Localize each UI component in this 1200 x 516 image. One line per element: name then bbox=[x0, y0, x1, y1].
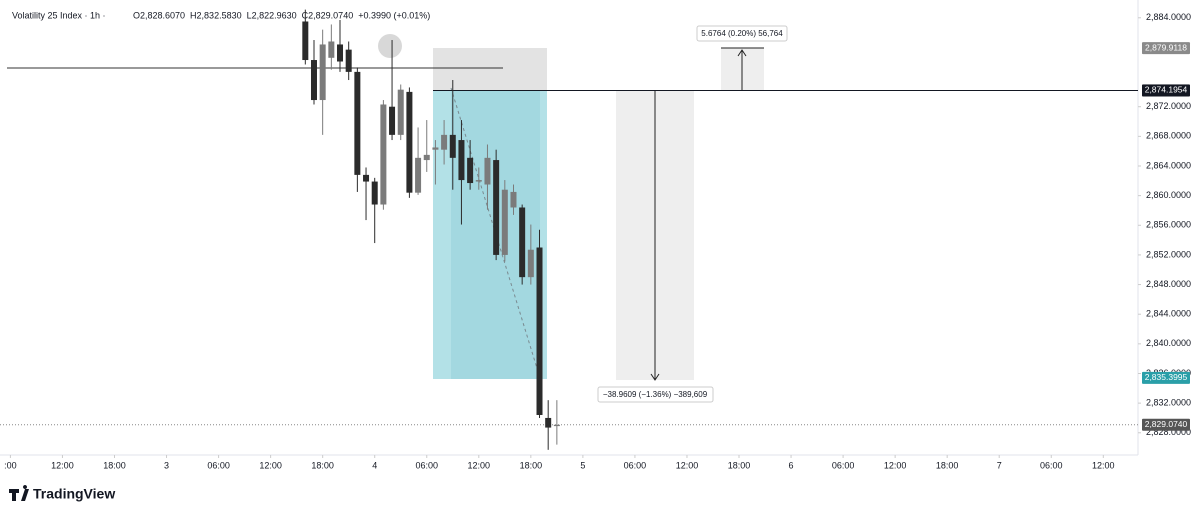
x-tick-label: 7 bbox=[997, 460, 1002, 470]
ohlc-header: O2,828.6070 H2,832.5830 L2,822.9630 C2,829.… bbox=[133, 10, 430, 20]
annotation: 5.6764 (0.20%) 56,764 bbox=[701, 29, 783, 38]
brand-logo bbox=[9, 485, 29, 501]
x-tick-label: 06:00 bbox=[624, 460, 647, 470]
x-tick-label: 12:00 bbox=[468, 460, 491, 470]
price-label: 2,879.9118 bbox=[1145, 42, 1187, 52]
chart-title: Volatility 25 Index · 1h · bbox=[12, 10, 106, 20]
candle-body bbox=[527, 249, 534, 278]
annotation-box bbox=[696, 25, 788, 42]
ohlc-value: L2,822.9630 bbox=[247, 10, 297, 20]
candle-body bbox=[302, 21, 309, 61]
ohlc-value: C2,829.0740 bbox=[302, 10, 354, 20]
x-tick-label: 12:00 bbox=[884, 460, 907, 470]
x-tick-label: 18:00 bbox=[103, 460, 126, 470]
y-tick-label: 2,864.0000 bbox=[1146, 160, 1191, 170]
y-tick-label: 2,852.0000 bbox=[1146, 249, 1191, 259]
price-label: 2,829.0740 bbox=[1145, 419, 1188, 429]
candle-body bbox=[432, 147, 439, 150]
x-tick-label: 06:00 bbox=[415, 460, 438, 470]
candle-body bbox=[363, 174, 370, 182]
candle-body bbox=[545, 417, 552, 428]
candle-body bbox=[354, 71, 361, 175]
candle-body bbox=[536, 247, 543, 415]
ohlc-value: H2,832.5830 bbox=[190, 10, 242, 20]
candle-body bbox=[415, 157, 422, 193]
x-tick-label: 12:00 bbox=[676, 460, 699, 470]
x-tick-label: 5 bbox=[580, 460, 585, 470]
candle-body bbox=[397, 89, 404, 135]
x-tick-label: 12:00 bbox=[51, 460, 74, 470]
price-label-bg bbox=[1142, 84, 1190, 97]
price-label-bg bbox=[1142, 42, 1190, 55]
marker-circle bbox=[378, 34, 402, 58]
candle-body bbox=[501, 189, 508, 255]
x-tick-label: 18:00 bbox=[728, 460, 751, 470]
x-tick-label: 06:00 bbox=[832, 460, 855, 470]
price-label-bg bbox=[1142, 371, 1190, 384]
x-tick-label: 18:00 bbox=[520, 460, 543, 470]
candle-body bbox=[371, 181, 378, 205]
brand: TradingView bbox=[9, 485, 115, 502]
candle-body bbox=[406, 91, 413, 193]
y-tick-label: 2,832.0000 bbox=[1146, 398, 1191, 408]
x-tick-label: 3 bbox=[164, 460, 169, 470]
y-tick-label: 2,868.0000 bbox=[1146, 131, 1191, 141]
candle-body bbox=[467, 157, 474, 184]
price-label: 2,874.1954 bbox=[1145, 85, 1188, 95]
candle-body bbox=[389, 106, 396, 135]
stop-zone bbox=[433, 48, 547, 91]
price-label-bg bbox=[1142, 418, 1190, 431]
annotation: −38.9609 (−1.36%) −389,609 bbox=[603, 390, 708, 399]
y-tick-label: 2,840.0000 bbox=[1146, 338, 1191, 348]
candle-body bbox=[510, 191, 517, 208]
y-tick-label: 2,872.0000 bbox=[1146, 101, 1191, 111]
x-tick-label: :00 bbox=[4, 460, 17, 470]
candle-body bbox=[519, 207, 526, 278]
candle-body bbox=[449, 134, 456, 158]
candle-body bbox=[380, 104, 387, 205]
ohlc-value: O2,828.6070 bbox=[133, 10, 185, 20]
annotation-box bbox=[597, 386, 714, 403]
x-tick-label: 06:00 bbox=[207, 460, 230, 470]
x-tick-label: 6 bbox=[789, 460, 794, 470]
candle-body bbox=[493, 160, 500, 255]
drawings: 5.6764 (0.20%) 56,764 −38.9609 (−1.36%) … bbox=[7, 25, 788, 403]
candle-body bbox=[484, 157, 491, 185]
candle-body bbox=[475, 180, 482, 182]
price-label: 2,835.3995 bbox=[1145, 372, 1188, 382]
y-tick-label: 2,844.0000 bbox=[1146, 309, 1191, 319]
candle-body bbox=[345, 49, 352, 72]
candle-body bbox=[328, 41, 335, 58]
x-tick-label: 4 bbox=[372, 460, 377, 470]
x-tick-label: 18:00 bbox=[936, 460, 959, 470]
candle-body bbox=[319, 44, 326, 101]
x-tick-label: 12:00 bbox=[259, 460, 282, 470]
arrow-head bbox=[737, 49, 747, 57]
candle-body bbox=[423, 154, 430, 161]
y-tick-label: 2,848.0000 bbox=[1146, 279, 1191, 289]
arrow-head bbox=[650, 373, 660, 381]
y-tick-label: 2,860.0000 bbox=[1146, 190, 1191, 200]
ohlc-value: +0.3990 (+0.01%) bbox=[358, 10, 430, 20]
x-tick-label: 12:00 bbox=[1092, 460, 1115, 470]
candle-body bbox=[310, 60, 317, 101]
y-tick-label: 2,828.0000 bbox=[1146, 427, 1191, 437]
x-tick-label: 18:00 bbox=[311, 460, 334, 470]
candle-body bbox=[553, 424, 560, 427]
x-tick-label: 06:00 bbox=[1040, 460, 1063, 470]
brand-name: TradingView bbox=[33, 486, 115, 502]
y-tick-label: 2,884.0000 bbox=[1146, 12, 1191, 22]
candle-body bbox=[458, 140, 465, 181]
y-tick-label: 2,856.0000 bbox=[1146, 220, 1191, 230]
candle-body bbox=[441, 134, 448, 150]
candle-body bbox=[337, 44, 344, 62]
